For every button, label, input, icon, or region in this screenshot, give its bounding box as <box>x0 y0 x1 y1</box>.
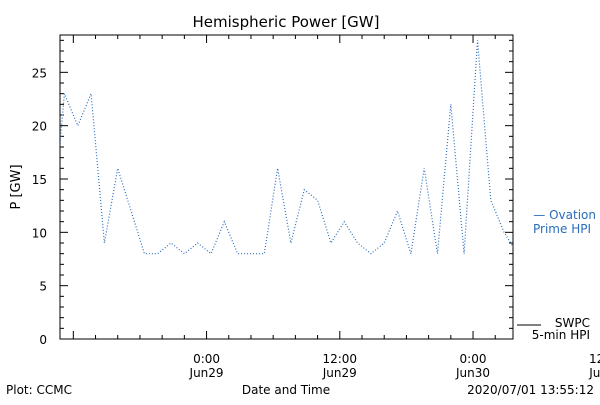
legend-ovation-line2: Prime HPI <box>533 222 591 236</box>
legend-ovation-line1: — Ovation <box>533 208 596 222</box>
x-tick-label-date: Jun29 <box>322 366 357 380</box>
x-axis: 0:00Jun2912:00Jun290:00Jun3012:00Jun300:… <box>72 35 600 380</box>
y-axis-label: P [GW] <box>9 164 24 209</box>
plot-frame <box>59 34 514 340</box>
x-tick-label-time: 12:00 <box>589 352 600 366</box>
footer-timestamp: 2020/07/01 13:55:12 <box>467 383 594 397</box>
x-tick-label-date: Jun30 <box>455 366 490 380</box>
x-tick-label-time: 12:00 <box>322 352 357 366</box>
legend-ovation: — Ovation Prime HPI <box>533 208 596 236</box>
legend-swpc-line1: SWPC <box>555 316 590 330</box>
y-tick-label: 20 <box>32 120 47 134</box>
x-tick-label-date: Jun29 <box>189 366 224 380</box>
y-tick-label: 5 <box>39 280 47 294</box>
legend-swpc: SWPC 5-min HPI <box>517 316 590 342</box>
y-tick-label: 0 <box>39 333 47 347</box>
y-tick-label: 25 <box>32 66 47 80</box>
legend-swpc-line2: 5-min HPI <box>532 328 590 342</box>
footer-plot-credit: Plot: CCMC <box>6 383 72 397</box>
x-axis-label: Date and Time <box>242 383 330 397</box>
x-tick-label-date: Jun30 <box>588 366 600 380</box>
x-tick-label-time: 0:00 <box>460 352 487 366</box>
y-tick-label: 15 <box>32 173 47 187</box>
y-tick-label: 10 <box>32 226 47 240</box>
x-tick-label-time: 0:00 <box>193 352 220 366</box>
chart-title: Hemispheric Power [GW] <box>193 13 380 31</box>
y-axis: 0 5 10 15 20 25 <box>32 39 513 347</box>
